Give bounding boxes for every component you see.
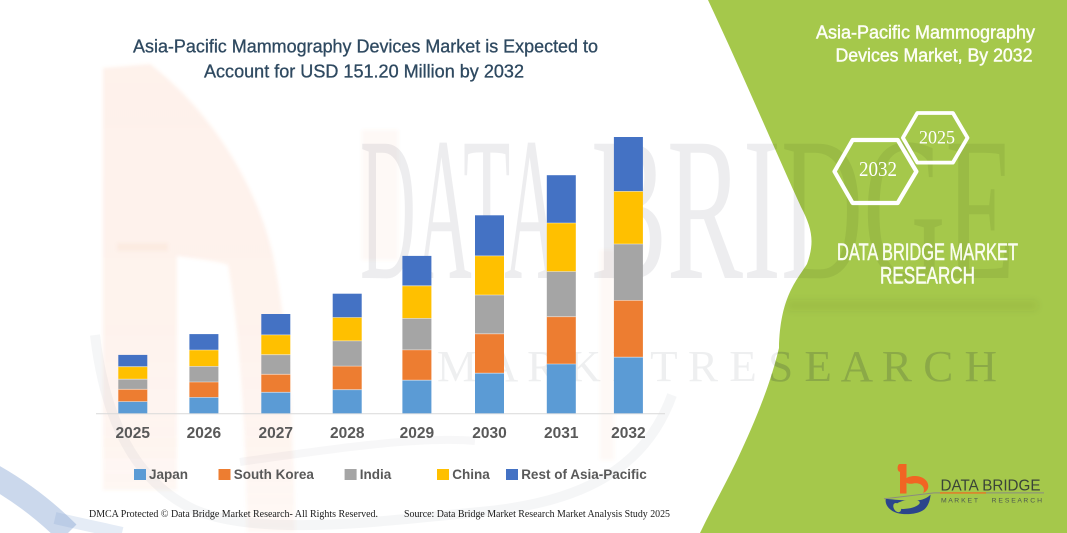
svg-text:2028: 2028 bbox=[330, 425, 365, 442]
svg-text:China: China bbox=[452, 467, 490, 482]
svg-text:DATA: DATA bbox=[360, 96, 560, 323]
svg-text:2027: 2027 bbox=[259, 425, 293, 442]
svg-text:2026: 2026 bbox=[187, 425, 222, 442]
svg-text:RESEARCH: RESEARCH bbox=[880, 263, 975, 290]
svg-text:2031: 2031 bbox=[544, 425, 579, 442]
svg-text:Asia-Pacific Mammography Devic: Asia-Pacific Mammography Devices Market … bbox=[133, 37, 598, 57]
svg-text:DATA BRIDGE MARKET: DATA BRIDGE MARKET bbox=[837, 239, 1018, 266]
svg-text:DATA BRIDGE: DATA BRIDGE bbox=[941, 477, 1041, 494]
svg-text:Asia-Pacific Mammography: Asia-Pacific Mammography bbox=[816, 23, 1035, 43]
svg-text:Rest of Asia-Pacific: Rest of Asia-Pacific bbox=[521, 467, 647, 482]
svg-text:2025: 2025 bbox=[919, 128, 955, 149]
svg-text:2030: 2030 bbox=[472, 425, 506, 442]
svg-text:Devices Market, By 2032: Devices Market, By 2032 bbox=[836, 46, 1033, 66]
svg-text:DMCA Protected © Data Bridge M: DMCA Protected © Data Bridge Market Rese… bbox=[89, 509, 378, 520]
svg-text:2029: 2029 bbox=[400, 425, 435, 442]
svg-text:India: India bbox=[360, 467, 392, 482]
svg-text:2025: 2025 bbox=[116, 425, 151, 442]
svg-text:Japan: Japan bbox=[149, 467, 188, 482]
svg-text:Account for USD 151.20 Million: Account for USD 151.20 Million by 2032 bbox=[204, 62, 524, 82]
svg-text:South Korea: South Korea bbox=[234, 467, 315, 482]
svg-text:M A R K E T R E S E A R C H: M A R K E T R E S E A R C H bbox=[941, 498, 1042, 505]
svg-text:2032: 2032 bbox=[611, 425, 645, 442]
svg-text:2032: 2032 bbox=[859, 157, 897, 181]
svg-text:Source: Data Bridge Market Res: Source: Data Bridge Market Research Mark… bbox=[404, 509, 670, 520]
